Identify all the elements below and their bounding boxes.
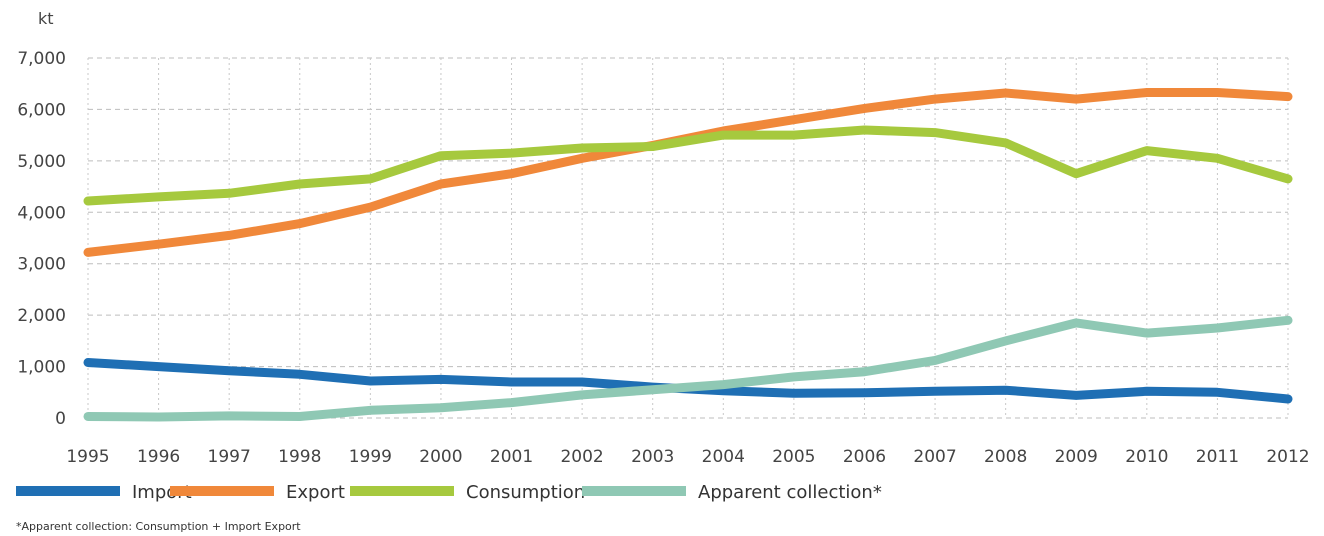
x-tick-label: 1996 [137, 447, 180, 467]
x-tick-label: 2012 [1266, 447, 1309, 467]
series-line-consumption [83, 125, 1293, 206]
line-chart: 0 1,000 2,000 3,000 4,000 5,000 6,000 7,000 1995… [16, 9, 1310, 503]
y-tick-label: 3,000 [17, 255, 66, 275]
y-tick-label: 6,000 [17, 100, 66, 120]
x-tick-label: 2010 [1125, 447, 1168, 467]
series-lines [83, 88, 1293, 422]
y-tick-label: 0 [55, 409, 66, 429]
x-tick-label: 2003 [631, 447, 674, 467]
x-tick-label: 2011 [1196, 447, 1239, 467]
y-tick-label: 7,000 [17, 49, 66, 69]
x-tick-label: 2002 [560, 447, 603, 467]
x-tick-label: 2006 [843, 447, 886, 467]
x-tick-label: 1998 [278, 447, 321, 467]
x-tick-label: 2000 [419, 447, 462, 467]
legend-swatch [350, 486, 454, 496]
x-tick-label: 1995 [66, 447, 109, 467]
legend-swatch [16, 486, 120, 496]
x-tick-label: 2005 [772, 447, 815, 467]
legend-swatch [582, 486, 686, 496]
x-tick-label: 2009 [1055, 447, 1098, 467]
x-tick-label: 2007 [913, 447, 956, 467]
legend-swatch [170, 486, 274, 496]
y-tick-label: 2,000 [17, 306, 66, 326]
x-tick-label: 1999 [349, 447, 392, 467]
grid [87, 57, 1289, 419]
x-tick-label: 2004 [702, 447, 745, 467]
legend-label: Consumption [466, 482, 585, 503]
series-line-apparent-collection [83, 315, 1293, 422]
legend-label: Apparent collection* [698, 482, 882, 503]
y-axis-unit: kt [38, 9, 54, 28]
y-tick-label: 1,000 [17, 358, 66, 378]
legend-label: Export [286, 482, 345, 503]
series-line-export [83, 88, 1293, 257]
footnote: *Apparent collection: Consumption + Impo… [16, 520, 301, 533]
axes: 0 1,000 2,000 3,000 4,000 5,000 6,000 7,000 1995… [17, 9, 1309, 467]
x-tick-label: 2001 [490, 447, 533, 467]
y-tick-label: 4,000 [17, 203, 66, 223]
series-line-import [83, 358, 1293, 404]
legend: Import Export Consumption Apparent collecti… [16, 482, 882, 503]
x-tick-label: 1997 [208, 447, 251, 467]
x-tick-label: 2008 [984, 447, 1027, 467]
y-tick-label: 5,000 [17, 152, 66, 172]
